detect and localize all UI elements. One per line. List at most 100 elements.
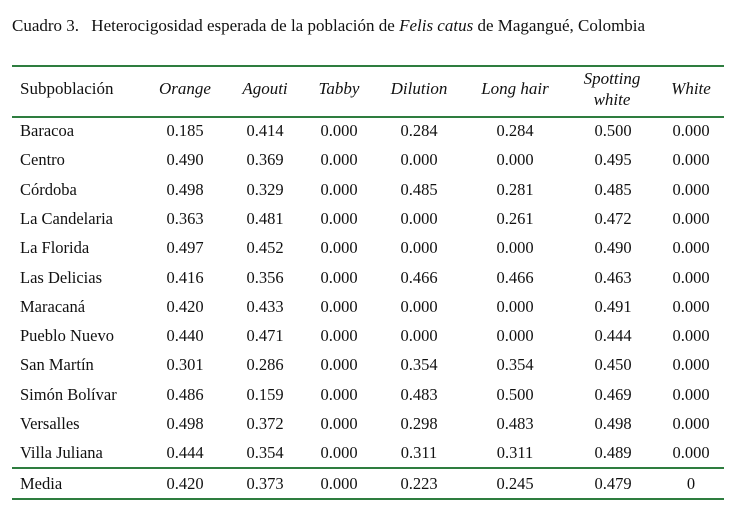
cell-subpoblacion: Simón Bolívar — [20, 384, 117, 404]
cell-tabby: 0.000 — [320, 238, 358, 258]
header-white: White — [671, 79, 711, 98]
cell-orange: 0.497 — [166, 238, 204, 258]
cell-dilution: 0.354 — [400, 355, 438, 375]
cell-subpoblacion: Las Delicias — [20, 267, 103, 287]
header-agouti: Agouti — [242, 79, 288, 98]
cell-agouti: 0.369 — [246, 150, 284, 170]
cell-long-hair: 0.000 — [496, 238, 534, 258]
cell-tabby: 0.000 — [320, 267, 358, 287]
cell-dilution: 0.298 — [400, 414, 438, 433]
cell-spotting-white: 0.472 — [594, 208, 632, 228]
cell-tabby: 0.000 — [320, 179, 358, 199]
cell-dilution: 0.483 — [400, 384, 438, 404]
table-row: Villa Juliana 0.444 0.354 0.000 0.311 0.311 0.… — [0, 439, 734, 468]
cell-spotting-white: 0.491 — [594, 296, 632, 316]
cell-agouti: 0.356 — [246, 267, 284, 287]
cell-spotting-white: 0.490 — [594, 238, 632, 258]
cell-spotting-white: 0.463 — [594, 267, 632, 287]
cell-orange: 0.490 — [166, 150, 204, 170]
cell-subpoblacion: Baracoa — [20, 121, 75, 140]
cell-dilution: 0.000 — [400, 238, 438, 258]
header-dilution: Dilution — [390, 79, 448, 98]
cell-agouti: 0.372 — [246, 414, 284, 433]
table-bottom-rule — [12, 498, 724, 500]
table-row: Simón Bolívar 0.486 0.159 0.000 0.483 0.500 0.… — [0, 381, 734, 410]
cell-orange: 0.498 — [166, 179, 204, 199]
cell-white: 0.000 — [672, 384, 710, 404]
cell-dilution: 0.223 — [400, 474, 438, 493]
table-row: Maracaná 0.420 0.433 0.000 0.000 0.000 0.491 0.… — [0, 293, 734, 322]
cell-long-hair: 0.000 — [496, 150, 534, 170]
cell-long-hair: 0.000 — [496, 296, 534, 316]
header-long-hair: Long hair — [481, 79, 549, 98]
cell-white: 0.000 — [672, 414, 710, 433]
cell-orange: 0.185 — [166, 121, 204, 140]
table-row: Versalles 0.498 0.372 0.000 0.298 0.483 0.498 0… — [0, 410, 734, 439]
cell-orange: 0.486 — [166, 384, 204, 404]
cell-spotting-white: 0.469 — [594, 384, 632, 404]
cell-spotting-white: 0.485 — [594, 179, 632, 199]
caption-species: Felis catus — [399, 16, 474, 35]
cell-orange: 0.444 — [166, 443, 204, 463]
cell-long-hair: 0.311 — [496, 443, 534, 463]
table-row: Las Delicias 0.416 0.356 0.000 0.466 0.466 0.4… — [0, 264, 734, 293]
caption-text-after: de Magangué, Colombia — [473, 16, 646, 35]
cell-long-hair: 0.354 — [496, 355, 534, 375]
cell-subpoblacion: La Candelaria — [20, 208, 113, 228]
cell-tabby: 0.000 — [320, 474, 358, 493]
cell-white: 0.000 — [672, 296, 710, 316]
cell-tabby: 0.000 — [320, 121, 358, 140]
table-top-rule — [12, 65, 724, 67]
cell-spotting-white: 0.495 — [594, 150, 632, 170]
cell-white: 0.000 — [672, 121, 710, 140]
cell-subpoblacion: La Florida — [20, 238, 90, 258]
cell-subpoblacion: Maracaná — [20, 296, 86, 316]
cell-tabby: 0.000 — [320, 414, 358, 433]
table-number: Cuadro 3. — [12, 16, 80, 35]
cell-long-hair: 0.000 — [496, 326, 534, 346]
cell-tabby: 0.000 — [320, 384, 358, 404]
header-spotting-white: Spotting white — [583, 69, 641, 109]
cell-spotting-white: 0.500 — [594, 121, 632, 140]
table-row: San Martín 0.301 0.286 0.000 0.354 0.354 0.450… — [0, 351, 734, 380]
header-rule — [12, 116, 724, 118]
cell-subpoblacion: Centro — [20, 150, 65, 170]
cell-tabby: 0.000 — [320, 355, 358, 375]
cell-orange: 0.498 — [166, 414, 204, 433]
cell-agouti: 0.354 — [246, 443, 284, 463]
cell-dilution: 0.485 — [400, 179, 438, 199]
caption-text-before: Heterocigosidad esperada de la población… — [91, 16, 400, 35]
cell-agouti: 0.452 — [246, 238, 284, 258]
cell-subpoblacion: Versalles — [20, 414, 80, 433]
cell-dilution: 0.000 — [400, 208, 438, 228]
footer-rule — [12, 467, 724, 469]
cell-white: 0.000 — [672, 355, 710, 375]
cell-white: 0.000 — [672, 238, 710, 258]
cell-subpoblacion: Media — [20, 474, 63, 493]
cell-tabby: 0.000 — [320, 208, 358, 228]
cell-white: 0.000 — [672, 179, 710, 199]
table-caption: Cuadro 3. Heterocigosidad esperada de la… — [12, 16, 645, 36]
table-row: Pueblo Nuevo 0.440 0.471 0.000 0.000 0.000 0.4… — [0, 322, 734, 351]
cell-subpoblacion: Villa Juliana — [20, 443, 103, 463]
cell-dilution: 0.000 — [400, 150, 438, 170]
cell-spotting-white: 0.444 — [594, 326, 632, 346]
cell-orange: 0.420 — [166, 296, 204, 316]
cell-tabby: 0.000 — [320, 150, 358, 170]
table-row: Baracoa 0.185 0.414 0.000 0.284 0.284 0.500 0.0… — [0, 117, 734, 146]
cell-spotting-white: 0.489 — [594, 443, 632, 463]
cell-tabby: 0.000 — [320, 443, 358, 463]
cell-white: 0.000 — [672, 150, 710, 170]
cell-white: 0.000 — [672, 326, 710, 346]
cell-agouti: 0.159 — [246, 384, 284, 404]
table-row: La Florida 0.497 0.452 0.000 0.000 0.000 0.490… — [0, 234, 734, 263]
cell-white: 0.000 — [672, 267, 710, 287]
cell-white: 0 — [686, 474, 696, 493]
cell-long-hair: 0.245 — [496, 474, 534, 493]
header-tabby: Tabby — [318, 79, 360, 98]
cell-agouti: 0.433 — [246, 296, 284, 316]
cell-orange: 0.301 — [166, 355, 204, 375]
cell-agouti: 0.471 — [246, 326, 284, 346]
cell-dilution: 0.284 — [400, 121, 438, 140]
header-subpoblacion: Subpoblación — [20, 79, 114, 98]
